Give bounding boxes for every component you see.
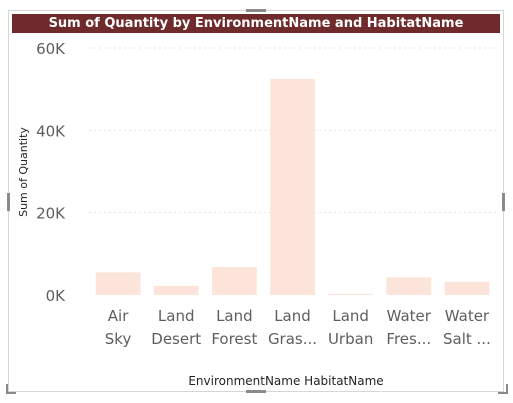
x-axis-ticks: Air Sky Land Desert Land Forest Land Gras... Lan… [105, 307, 491, 348]
x-tick-label: Fres... [386, 330, 431, 348]
bar[interactable] [444, 281, 490, 295]
x-tick-label: Gras... [268, 330, 317, 348]
x-tick-label: Land [274, 307, 311, 325]
x-tick-label: Water [445, 307, 490, 325]
x-tick-label: Land [216, 307, 253, 325]
y-tick-label: 0K [46, 287, 67, 305]
bar[interactable] [328, 293, 374, 295]
bar[interactable] [95, 272, 141, 295]
resize-handle-left[interactable] [7, 193, 10, 211]
bar[interactable] [153, 285, 199, 295]
x-tick-label: Water [387, 307, 432, 325]
x-tick-label: Air [108, 307, 129, 325]
x-tick-label: Land [158, 307, 195, 325]
x-axis-label: EnvironmentName HabitatName [188, 374, 383, 388]
x-tick-label: Forest [211, 330, 257, 348]
bar[interactable] [270, 78, 315, 295]
visual-container[interactable] [8, 10, 504, 392]
chart-title: Sum of Quantity by EnvironmentName and H… [12, 14, 500, 33]
resize-handle-top[interactable] [246, 9, 266, 12]
x-tick-label: Sky [105, 330, 132, 348]
bar[interactable] [386, 277, 432, 295]
resize-handle-right[interactable] [502, 193, 505, 211]
bar[interactable] [211, 267, 257, 295]
resize-corner-bottom-left[interactable] [6, 384, 16, 394]
x-tick-label: Salt ... [443, 330, 491, 348]
bars [95, 78, 490, 295]
resize-corner-bottom-right[interactable] [498, 384, 508, 394]
resize-handle-bottom[interactable] [246, 390, 266, 393]
y-tick-label: 20K [36, 205, 66, 223]
y-axis-ticks: 0K 20K 40K 60K [36, 40, 66, 305]
y-tick-label: 60K [36, 40, 66, 58]
x-tick-label: Urban [328, 330, 373, 348]
y-tick-label: 40K [36, 122, 66, 140]
y-axis-label: Sum of Quantity [17, 127, 30, 217]
x-tick-label: Desert [151, 330, 201, 348]
x-tick-label: Land [332, 307, 369, 325]
